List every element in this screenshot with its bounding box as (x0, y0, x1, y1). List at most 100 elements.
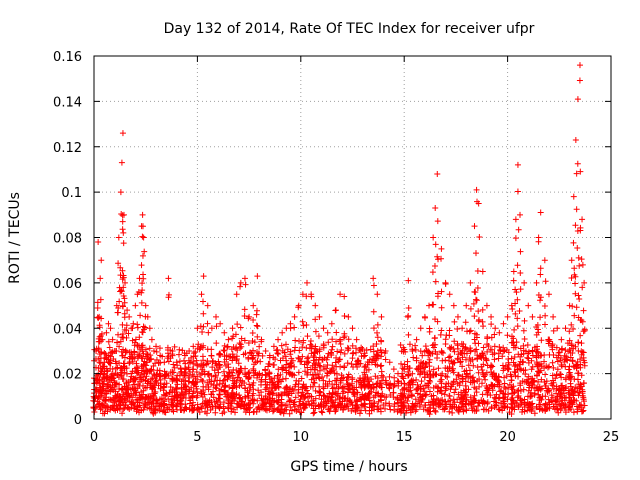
data-point (116, 298, 123, 305)
data-point (374, 329, 381, 336)
data-point (204, 379, 211, 386)
data-point (215, 369, 222, 376)
data-point (209, 357, 216, 364)
data-point (378, 353, 385, 360)
data-point (161, 368, 168, 375)
data-point (480, 371, 487, 378)
data-point (164, 350, 171, 357)
data-point (414, 400, 421, 407)
data-point (457, 359, 464, 366)
data-point (476, 383, 483, 390)
data-point (165, 396, 172, 403)
data-point (353, 378, 360, 385)
data-point (416, 403, 423, 410)
data-point (430, 366, 437, 373)
data-point (517, 353, 524, 360)
data-point (513, 289, 520, 296)
data-point (555, 398, 562, 405)
data-point (132, 375, 139, 382)
data-point (488, 405, 495, 412)
data-point (245, 375, 252, 382)
data-point (116, 381, 123, 388)
data-point (153, 348, 160, 355)
data-point (120, 376, 127, 383)
data-point (283, 357, 290, 364)
data-point (328, 346, 335, 353)
data-point (454, 396, 461, 403)
data-point (574, 96, 581, 103)
data-point (576, 77, 583, 84)
data-point (198, 404, 205, 411)
data-point (254, 348, 261, 355)
data-point (138, 289, 145, 296)
data-point (484, 348, 491, 355)
data-point (133, 360, 140, 367)
data-point (350, 349, 357, 356)
data-point (311, 409, 318, 416)
data-point (262, 378, 269, 385)
data-point (446, 392, 453, 399)
data-point (558, 374, 565, 381)
data-point (447, 353, 454, 360)
data-point (432, 278, 439, 285)
data-point (118, 288, 125, 295)
data-point (241, 275, 248, 282)
data-point (345, 381, 352, 388)
data-point (190, 366, 197, 373)
data-point (178, 386, 185, 393)
data-point (246, 313, 253, 320)
data-point (174, 381, 181, 388)
data-point (117, 189, 124, 196)
data-point (146, 325, 153, 332)
data-point (358, 379, 365, 386)
data-point (271, 375, 278, 382)
data-point (196, 409, 203, 416)
data-point (399, 373, 406, 380)
data-point (279, 355, 286, 362)
data-point (535, 401, 542, 408)
data-point (554, 366, 561, 373)
data-point (437, 331, 444, 338)
data-point (117, 370, 124, 377)
data-point (304, 279, 311, 286)
data-point (245, 392, 252, 399)
data-point (258, 405, 265, 412)
data-point (505, 391, 512, 398)
data-point (458, 395, 465, 402)
data-point (150, 392, 157, 399)
data-point (320, 325, 327, 332)
data-point (429, 269, 436, 276)
data-point (119, 334, 126, 341)
data-point (157, 380, 164, 387)
data-point (241, 337, 248, 344)
y-tick-label: 0.14 (53, 95, 82, 110)
data-point (374, 402, 381, 409)
data-point (505, 359, 512, 366)
data-point (433, 395, 440, 402)
data-point (319, 409, 326, 416)
data-point (108, 349, 115, 356)
data-point (283, 361, 290, 368)
data-point (374, 380, 381, 387)
data-point (345, 313, 352, 320)
data-point (340, 374, 347, 381)
data-point (299, 318, 306, 325)
data-point (225, 397, 232, 404)
data-point (270, 390, 277, 397)
data-point (234, 321, 241, 328)
data-point (142, 402, 149, 409)
data-point (216, 391, 223, 398)
data-point (512, 216, 519, 223)
data-point (266, 352, 273, 359)
data-point (569, 358, 576, 365)
data-point (224, 372, 231, 379)
data-point (231, 397, 238, 404)
data-point (537, 209, 544, 216)
data-point (430, 234, 437, 241)
data-point (220, 368, 227, 375)
data-point (386, 373, 393, 380)
data-point (529, 347, 536, 354)
x-tick-label: 10 (293, 430, 310, 445)
data-point (464, 370, 471, 377)
data-point (120, 229, 127, 236)
